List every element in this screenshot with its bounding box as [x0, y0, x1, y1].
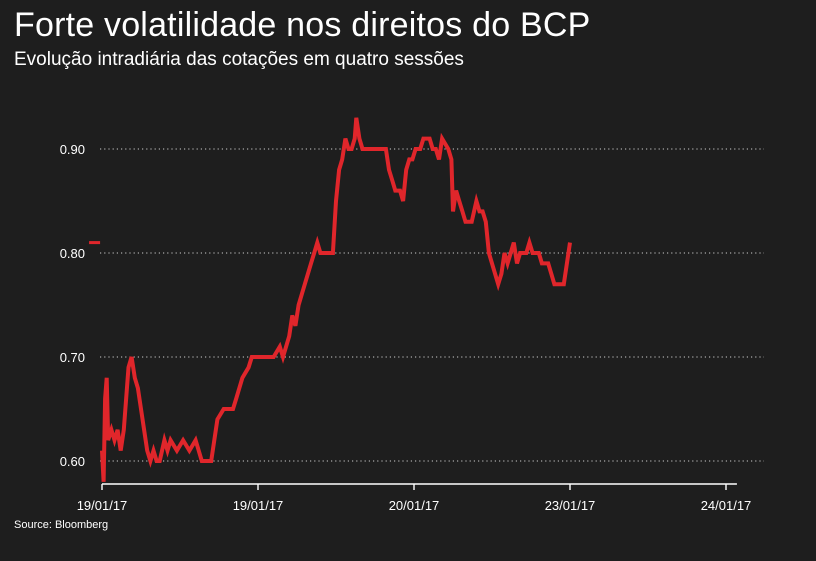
chart-subtitle: Evolução intradiária das cotações em qua…	[14, 49, 464, 70]
x-axis: 0.60 0.70 0.80 0.90 19/01/17 19/01/17 20/01/17…	[60, 142, 752, 513]
series-layer	[89, 117, 572, 482]
grid-layer	[100, 148, 764, 462]
x-tick-label: 19/01/17	[77, 498, 128, 513]
series-line-0	[100, 117, 572, 482]
chart-title: Forte volatilidade nos direitos do BCP	[14, 6, 591, 44]
x-tick-label: 19/01/17	[233, 498, 284, 513]
y-tick-label: 0.60	[60, 454, 85, 469]
y-tick-label: 0.70	[60, 350, 85, 365]
y-tick-label: 0.90	[60, 142, 85, 157]
x-tick-label: 23/01/17	[545, 498, 596, 513]
source-note: Source: Bloomberg	[14, 519, 109, 531]
y-tick-label: 0.80	[60, 246, 85, 261]
x-tick-label: 24/01/17	[701, 498, 752, 513]
x-tick-label: 20/01/17	[389, 498, 440, 513]
